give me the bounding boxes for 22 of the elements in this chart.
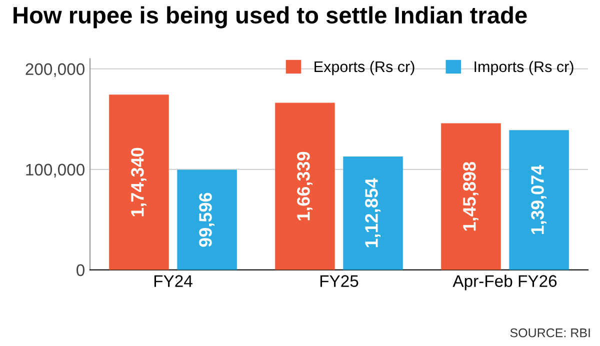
bar xyxy=(343,156,403,270)
y-tick-label: 0 xyxy=(76,264,84,276)
x-tick-label: FY24 xyxy=(154,275,192,287)
data-label: 1,12,854 xyxy=(365,178,380,248)
bar xyxy=(109,94,169,270)
y-tick-label: 100,000 xyxy=(26,164,84,178)
bar xyxy=(509,130,569,270)
data-label: 1,39,074 xyxy=(531,164,546,234)
chart-title: How rupee is being used to settle Indian trade xyxy=(14,6,527,28)
x-tick-label: FY25 xyxy=(320,275,358,287)
data-label: 1,66,339 xyxy=(297,152,312,220)
data-label: 1,74,340 xyxy=(131,148,146,216)
bar xyxy=(177,170,237,270)
bar xyxy=(441,123,501,270)
bar xyxy=(275,102,335,270)
legend-label: Exports (Rs cr) xyxy=(314,60,414,76)
data-label: 99,596 xyxy=(199,192,214,247)
y-tick-label: 200,000 xyxy=(26,63,84,78)
x-tick-label: Apr-Feb FY26 xyxy=(452,274,557,290)
data-label: 1,45,898 xyxy=(463,162,478,231)
legend-label: Imports (Rs cr) xyxy=(474,60,574,76)
source-note: SOURCE: RBI xyxy=(510,328,590,338)
